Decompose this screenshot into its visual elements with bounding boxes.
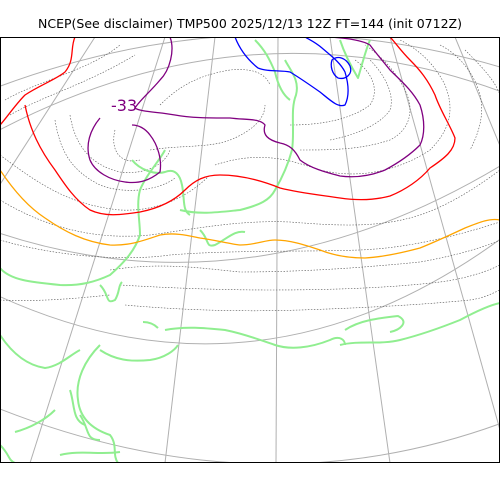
isotherm-purple — [87, 117, 162, 184]
isotherms-fine — [0, 39, 500, 312]
coastline — [339, 39, 371, 79]
coastline — [99, 281, 123, 303]
isotherm — [0, 154, 211, 211]
isotherm — [439, 44, 482, 151]
coastline — [76, 344, 119, 463]
latitude-lines — [0, 37, 500, 463]
coastline — [339, 302, 500, 346]
isotherm — [119, 264, 500, 291]
isotherm — [0, 221, 500, 259]
isotherm-red — [24, 37, 456, 216]
coastline — [199, 229, 246, 247]
coastline — [79, 414, 101, 441]
coastline — [0, 334, 81, 369]
longitude-line — [389, 37, 500, 431]
isotherm — [54, 119, 176, 191]
isotherm — [4, 44, 121, 101]
coastlines — [0, 39, 500, 463]
latitude-line — [0, 408, 500, 463]
isotherm — [113, 129, 141, 162]
contour-label: -33 — [111, 96, 137, 115]
coastline — [99, 344, 179, 362]
isotherms-bold — [0, 37, 500, 259]
isotherm-red — [0, 37, 76, 126]
longitude-lines — [0, 37, 500, 463]
map-title: NCEP(See disclaimer) TMP500 2025/12/13 1… — [38, 16, 462, 31]
isotherm — [149, 104, 266, 151]
isotherm — [0, 294, 111, 301]
coastline — [59, 451, 121, 456]
coastline — [344, 315, 405, 333]
latitude-line — [0, 165, 500, 263]
isotherm — [214, 39, 451, 175]
isotherm — [124, 289, 500, 312]
coastline — [142, 321, 159, 329]
longitude-line — [0, 37, 96, 186]
latitude-line — [0, 52, 500, 131]
isotherm-purple — [134, 37, 425, 178]
longitude-line — [329, 37, 391, 463]
isotherm — [299, 44, 411, 151]
longitude-line — [275, 37, 279, 463]
coastline — [131, 159, 191, 216]
coastline — [164, 326, 346, 349]
isotherm — [464, 49, 500, 96]
isotherm — [109, 239, 500, 273]
coastline — [14, 409, 56, 433]
isotherm — [159, 69, 271, 106]
coastline — [0, 444, 16, 463]
longitude-line — [454, 37, 500, 148]
coastline — [179, 59, 298, 214]
latitude-line — [0, 238, 500, 345]
coastline — [254, 39, 291, 101]
longitude-line — [164, 37, 216, 463]
isotherm-blue — [234, 37, 349, 107]
longitude-line — [29, 37, 166, 463]
isotherm — [9, 54, 136, 116]
coastline — [69, 389, 86, 426]
isotherm — [289, 59, 375, 126]
isotherm — [329, 59, 392, 141]
temperature-map: -33 — [0, 37, 500, 463]
coastline — [0, 149, 166, 287]
latitude-line — [0, 37, 500, 87]
isotherm-blue — [330, 56, 352, 80]
isotherm-orange — [0, 169, 500, 259]
isotherm — [0, 169, 500, 237]
